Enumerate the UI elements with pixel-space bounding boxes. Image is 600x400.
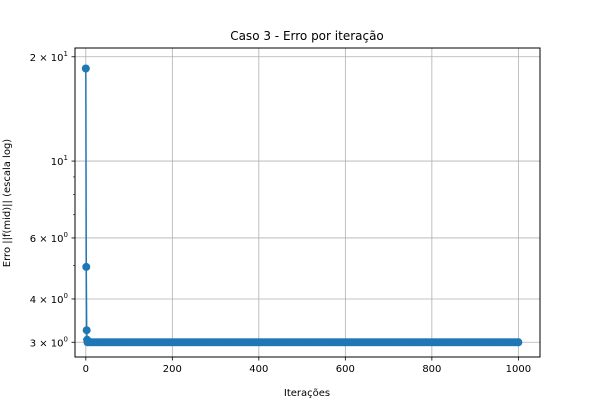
grid bbox=[75, 48, 540, 357]
data-point bbox=[82, 326, 91, 335]
y-tick-label: 6 × 100 bbox=[30, 231, 68, 245]
y-axis-label: Erro ||f(mid)|| (escala log) bbox=[2, 139, 13, 268]
x-tick-label: 400 bbox=[249, 364, 268, 375]
y-tick-label: 2 × 101 bbox=[30, 50, 68, 64]
x-tick-label: 1000 bbox=[506, 364, 531, 375]
chart-title: Caso 3 - Erro por iteração bbox=[230, 29, 384, 43]
x-tick-label: 600 bbox=[336, 364, 355, 375]
series-line bbox=[85, 68, 519, 344]
series-1 bbox=[81, 64, 523, 347]
x-axis-label: Iterações bbox=[284, 388, 330, 399]
y-tick-label: 4 × 100 bbox=[30, 292, 68, 306]
plot-area bbox=[74, 47, 541, 358]
data-point bbox=[81, 64, 90, 73]
x-tick-label: 200 bbox=[163, 364, 182, 375]
y-tick-label: 101 bbox=[51, 154, 68, 168]
y-axis: 3 × 100 4 × 100 6 × 100 101 2 × 101 bbox=[30, 50, 75, 349]
data-point bbox=[82, 262, 91, 271]
x-tick-label: 0 bbox=[83, 364, 89, 375]
x-tick-label: 800 bbox=[422, 364, 441, 375]
x-axis: 0 200 400 600 800 1000 bbox=[83, 357, 531, 375]
data-point bbox=[514, 338, 523, 347]
y-tick-label: 3 × 100 bbox=[30, 335, 68, 349]
